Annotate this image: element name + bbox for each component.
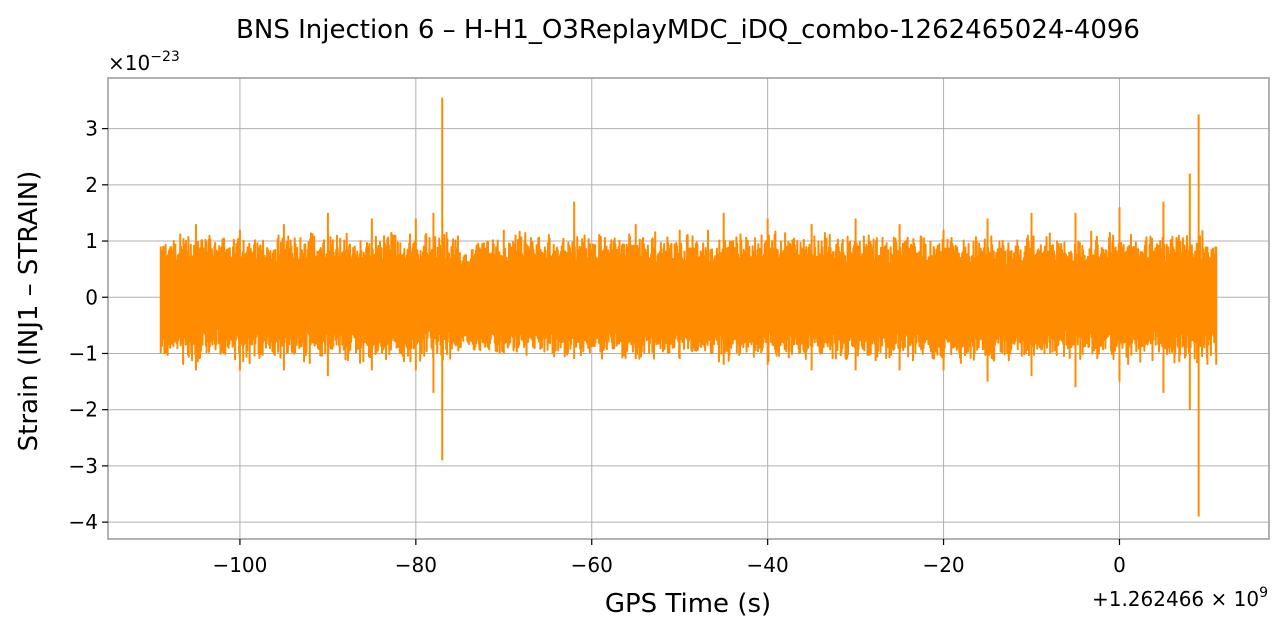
svg-text:+1.262466 × 109: +1.262466 × 109 bbox=[1092, 585, 1268, 611]
y-scale-exponent: −23 bbox=[150, 49, 180, 65]
chart-title: BNS Injection 6 – H-H1_O3ReplayMDC_iDQ_c… bbox=[236, 15, 1140, 45]
x-tick-label: −60 bbox=[571, 553, 613, 577]
y-axis-label: Strain (INJ1 – STRAIN) bbox=[14, 171, 44, 452]
strain-series-line bbox=[159, 97, 1218, 517]
y-tick-label: 2 bbox=[85, 173, 98, 197]
y-tick-label: −2 bbox=[69, 398, 98, 422]
plot-frame bbox=[107, 77, 1270, 540]
x-offset-label: +1.262466 × 109 bbox=[1092, 585, 1268, 611]
y-scale-label: ×10−23 bbox=[108, 49, 180, 75]
y-tick-label: −4 bbox=[69, 510, 98, 534]
x-tick-label: −40 bbox=[747, 553, 789, 577]
y-axis: −4 −3 −2 −1 0 1 2 3 bbox=[69, 117, 108, 534]
y-tick-label: 1 bbox=[85, 229, 98, 253]
y-scale-base: ×10 bbox=[108, 51, 150, 75]
y-tick-label: 0 bbox=[85, 285, 98, 309]
x-offset-base: +1.262466 × 10 bbox=[1092, 587, 1259, 611]
x-tick-label: −80 bbox=[395, 553, 437, 577]
y-tick-label: −1 bbox=[69, 341, 98, 365]
x-offset-exponent: 9 bbox=[1259, 585, 1268, 601]
x-tick-label: 0 bbox=[1113, 553, 1126, 577]
svg-text:×10−23: ×10−23 bbox=[108, 49, 180, 75]
x-axis: −100 −80 −60 −40 −20 0 bbox=[212, 539, 1126, 577]
x-tick-label: −100 bbox=[212, 553, 267, 577]
data-series bbox=[159, 97, 1218, 517]
y-tick-label: −3 bbox=[69, 454, 98, 478]
x-tick-label: −20 bbox=[922, 553, 964, 577]
x-axis-label: GPS Time (s) bbox=[605, 589, 771, 619]
y-tick-label: 3 bbox=[85, 117, 98, 141]
